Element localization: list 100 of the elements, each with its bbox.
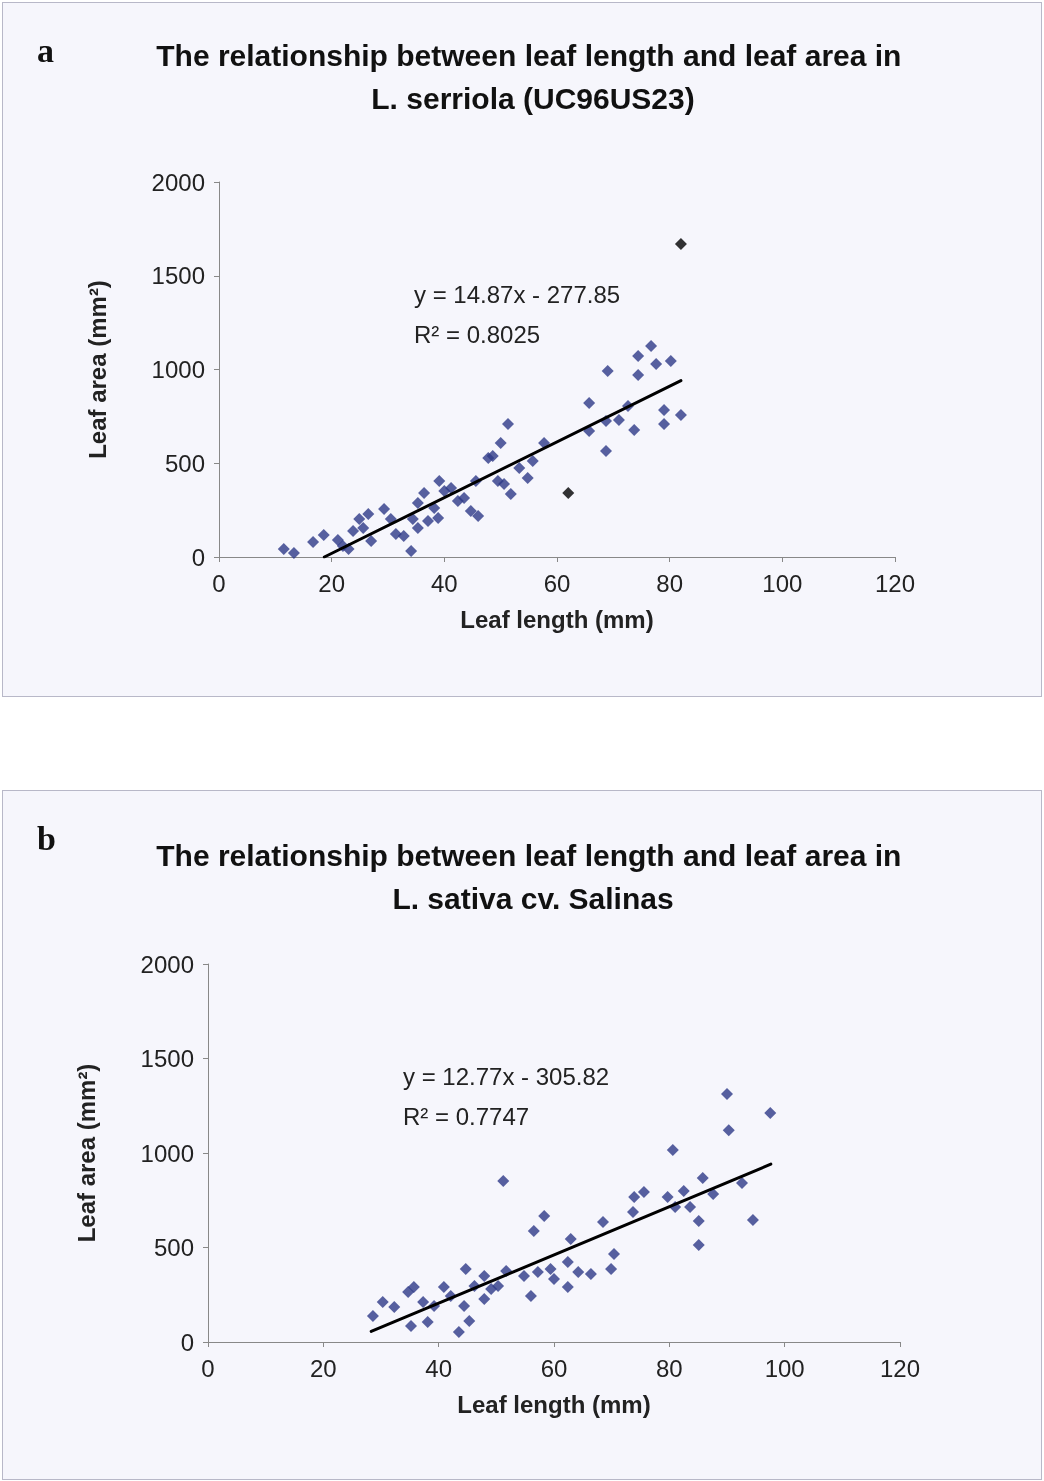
text: b <box>37 819 56 857</box>
annotation: R² = 0.7747 <box>403 1102 530 1130</box>
x-tick-label: 20 <box>318 569 346 597</box>
point <box>362 508 375 521</box>
y-tick-label: 500 <box>164 449 205 477</box>
point <box>353 512 366 525</box>
chart-title: The relationship between leaf length and leaf area in L. serriola (UC96US23) <box>156 39 910 115</box>
point <box>366 1309 379 1322</box>
point <box>544 1263 557 1276</box>
y-tick-label: 1500 <box>151 262 205 290</box>
point <box>562 487 575 500</box>
point <box>664 355 677 368</box>
point <box>696 1171 709 1184</box>
x-tick-label: 20 <box>309 1354 337 1382</box>
y-axis-title: Leaf area (mm²) <box>72 1063 100 1243</box>
point <box>432 512 445 524</box>
y-tick-label: 2000 <box>151 168 205 196</box>
x-tick-label: 80 <box>656 569 684 597</box>
point <box>404 1319 417 1332</box>
point <box>538 1209 551 1222</box>
point <box>707 1188 720 1201</box>
annotation: R² = 0.8025 <box>414 320 541 348</box>
point <box>347 524 360 537</box>
text: a <box>37 31 54 69</box>
point <box>677 1184 690 1197</box>
point <box>317 529 330 542</box>
point <box>478 1270 491 1283</box>
x-tick-label: 60 <box>543 569 571 597</box>
point <box>735 1177 748 1190</box>
point <box>531 1266 544 1279</box>
point <box>376 1295 389 1308</box>
point <box>378 503 391 515</box>
point <box>405 545 418 557</box>
point <box>422 515 434 527</box>
point <box>605 1263 618 1276</box>
y-tick-label: 2000 <box>140 950 194 978</box>
y-tick-label: 0 <box>180 1328 194 1356</box>
point <box>388 1301 401 1314</box>
point <box>518 1270 531 1283</box>
point <box>607 1247 620 1260</box>
point <box>418 487 431 500</box>
point <box>524 1290 537 1303</box>
point <box>637 1185 650 1198</box>
point <box>464 505 477 518</box>
point <box>746 1214 759 1227</box>
point <box>561 1281 574 1293</box>
point <box>692 1239 705 1252</box>
point <box>486 449 499 462</box>
point <box>287 547 300 560</box>
point <box>513 461 526 474</box>
x-tick-label: 0 <box>212 569 226 597</box>
x-tick-label: 40 <box>430 569 458 597</box>
point <box>597 1215 610 1228</box>
point <box>504 488 517 500</box>
x-tick-label: 100 <box>762 569 803 597</box>
point <box>526 455 539 467</box>
point <box>501 418 514 431</box>
point <box>645 340 658 353</box>
point <box>389 527 402 540</box>
point <box>612 413 625 426</box>
point <box>485 1283 498 1296</box>
point <box>572 1266 585 1279</box>
point <box>674 409 687 422</box>
point <box>561 1256 574 1269</box>
point <box>307 536 320 548</box>
point <box>584 1267 597 1280</box>
point <box>459 1263 472 1276</box>
point <box>684 1201 697 1214</box>
point <box>277 542 290 555</box>
point <box>331 533 344 546</box>
point <box>452 1325 465 1338</box>
x-axis-title: Leaf length (mm) <box>460 605 654 633</box>
point <box>357 521 370 534</box>
annotation: y = 12.77x - 305.82 <box>403 1062 610 1090</box>
point <box>402 1285 415 1298</box>
point <box>497 1174 510 1187</box>
x-axis-title: Leaf length (mm) <box>457 1390 651 1418</box>
point <box>721 1088 733 1101</box>
x-tick-label: 100 <box>764 1354 805 1382</box>
point <box>661 1191 674 1204</box>
point <box>692 1215 705 1228</box>
point <box>564 1232 577 1245</box>
point <box>632 350 645 362</box>
point <box>601 365 614 377</box>
x-tick-label: 60 <box>540 1354 568 1382</box>
point <box>658 404 671 416</box>
point <box>397 530 410 542</box>
point <box>764 1107 777 1120</box>
y-tick-label: 500 <box>153 1234 194 1261</box>
point <box>463 1315 476 1328</box>
point <box>628 1191 641 1204</box>
point <box>458 491 471 504</box>
chart-title: The relationship between leaf length and leaf area in L. sativa cv. Salinas <box>156 839 910 915</box>
point <box>411 521 424 534</box>
point <box>627 1205 639 1218</box>
point <box>433 475 446 488</box>
point <box>650 358 663 371</box>
point <box>666 1143 679 1156</box>
point <box>421 1315 434 1328</box>
point <box>494 437 507 449</box>
